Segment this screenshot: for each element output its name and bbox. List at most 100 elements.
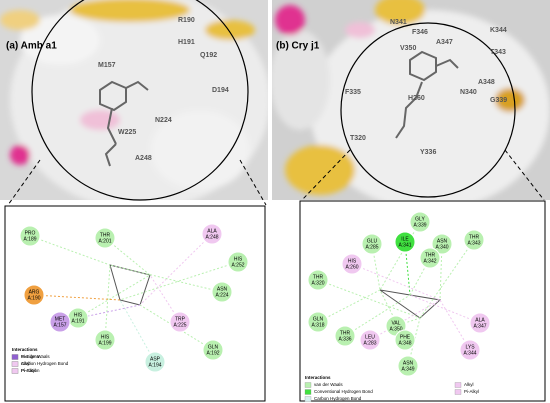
legend-label: Pi-Alkyl: [21, 368, 36, 373]
residue-id: A:349: [401, 366, 414, 372]
interaction-line: [77, 274, 151, 319]
legend-swatch: [11, 354, 19, 360]
residue-id: A:192: [206, 350, 219, 356]
legend-label: Pi-Alkyl: [464, 389, 479, 394]
residue-node: [431, 233, 453, 255]
residue-id: A:260: [345, 264, 358, 270]
legend-label: Pi-Cation: [21, 368, 40, 373]
zoom-circle: [31, 0, 249, 201]
panel-label: (b) Cry j1: [276, 41, 320, 52]
residue-id: A:225: [173, 322, 186, 328]
residue-label: T320: [350, 135, 366, 142]
residue-node: [394, 329, 416, 351]
legend-label: Alkyl: [21, 361, 31, 366]
legend-swatch: [304, 382, 312, 388]
residue-node: [359, 329, 381, 351]
residue-id: A:342: [423, 258, 436, 264]
residue-name: ASN: [403, 360, 414, 366]
interaction-line: [139, 233, 213, 306]
ligand: [99, 50, 459, 167]
legend-label: Carbon Hydrogen Bond: [21, 361, 69, 366]
residue-label: W225: [118, 129, 136, 136]
residue-node: [307, 269, 329, 291]
residue-node: [307, 311, 329, 333]
residue-node: [394, 231, 416, 253]
interaction-line: [369, 299, 441, 341]
residue-label: A347: [436, 39, 453, 46]
residue-label: D194: [212, 87, 229, 94]
residue-id: A:190: [27, 295, 40, 301]
residue-label: F346: [412, 29, 428, 36]
residue-id: A:318: [311, 322, 324, 328]
residue-id: A:199: [98, 340, 111, 346]
legend-swatch: [11, 368, 19, 374]
residue-name: THR: [340, 330, 351, 336]
residue-id: A:343: [467, 240, 480, 246]
residue-node: [469, 312, 491, 334]
interaction-line: [104, 264, 111, 341]
residue-label: F335: [345, 89, 361, 96]
residue-id: A:344: [463, 350, 476, 356]
legend-title: Interactions: [305, 375, 331, 380]
zoom-circle: [340, 22, 516, 198]
residue-id: A:339: [413, 222, 426, 228]
residue-name: TRP: [175, 316, 186, 322]
residue-node: [334, 325, 356, 347]
residue-node: [94, 329, 116, 351]
residue-name: GLU: [367, 238, 378, 244]
interaction-line: [119, 261, 239, 301]
residue-node: [397, 355, 419, 377]
residue-node: [169, 311, 191, 333]
residue-name: THR: [100, 232, 111, 238]
residue-node: [361, 233, 383, 255]
residue-id: A:348: [398, 340, 411, 346]
residue-node: [144, 351, 166, 373]
residue-node: [201, 223, 223, 245]
residue-id: A:340: [435, 244, 448, 250]
residue-label: G339: [490, 97, 507, 104]
residue-name: ILE: [401, 236, 409, 242]
residue-id: A:189: [23, 236, 36, 242]
residue-name: PHE: [400, 334, 411, 340]
legend-label: Alkyl: [464, 382, 474, 387]
residue-node: [49, 311, 71, 333]
residue-name: ASP: [150, 356, 161, 362]
residue-label: N224: [155, 117, 172, 124]
residue-node: [23, 284, 45, 306]
residue-label: H260: [408, 95, 425, 102]
residue-name: GLY: [415, 216, 425, 222]
residue-node: [409, 211, 431, 233]
residue-id: A:252: [231, 262, 244, 268]
legend-title: Interactions: [12, 347, 38, 352]
residue-node: [419, 247, 441, 269]
residue-name: LYS: [465, 344, 475, 350]
residue-id: A:341: [398, 242, 411, 248]
residue-label: R190: [178, 17, 195, 24]
residue-node: [19, 225, 41, 247]
residue-name: ARG: [29, 289, 40, 295]
legend-swatch: [11, 361, 19, 367]
legend-label: Carbon Hydrogen Bond: [314, 396, 362, 401]
residue-id: A:350: [389, 326, 402, 332]
legend-swatch: [304, 389, 312, 395]
residue-label: V350: [400, 45, 416, 52]
residue-id: A:191: [71, 318, 84, 324]
legend-label: van der Waals: [314, 382, 343, 387]
legend-swatch: [454, 389, 462, 395]
residue-id: A:320: [311, 280, 324, 286]
residue-label: A348: [478, 79, 495, 86]
residue-name: MET: [55, 316, 66, 322]
residue-id: A:224: [215, 292, 228, 298]
residue-id: A:283: [363, 340, 376, 346]
residue-name: VAL: [391, 320, 400, 326]
interaction-line: [109, 264, 223, 293]
residue-name: ASN: [437, 238, 448, 244]
residue-name: ASN: [217, 286, 228, 292]
legend-label: Conventional Hydrogen Bond: [314, 389, 373, 394]
residue-node: [202, 339, 224, 361]
residue-id: A:347: [473, 323, 486, 329]
residue-name: ALA: [207, 228, 217, 234]
residue-id: A:248: [205, 234, 218, 240]
residue-name: GLN: [313, 316, 324, 322]
